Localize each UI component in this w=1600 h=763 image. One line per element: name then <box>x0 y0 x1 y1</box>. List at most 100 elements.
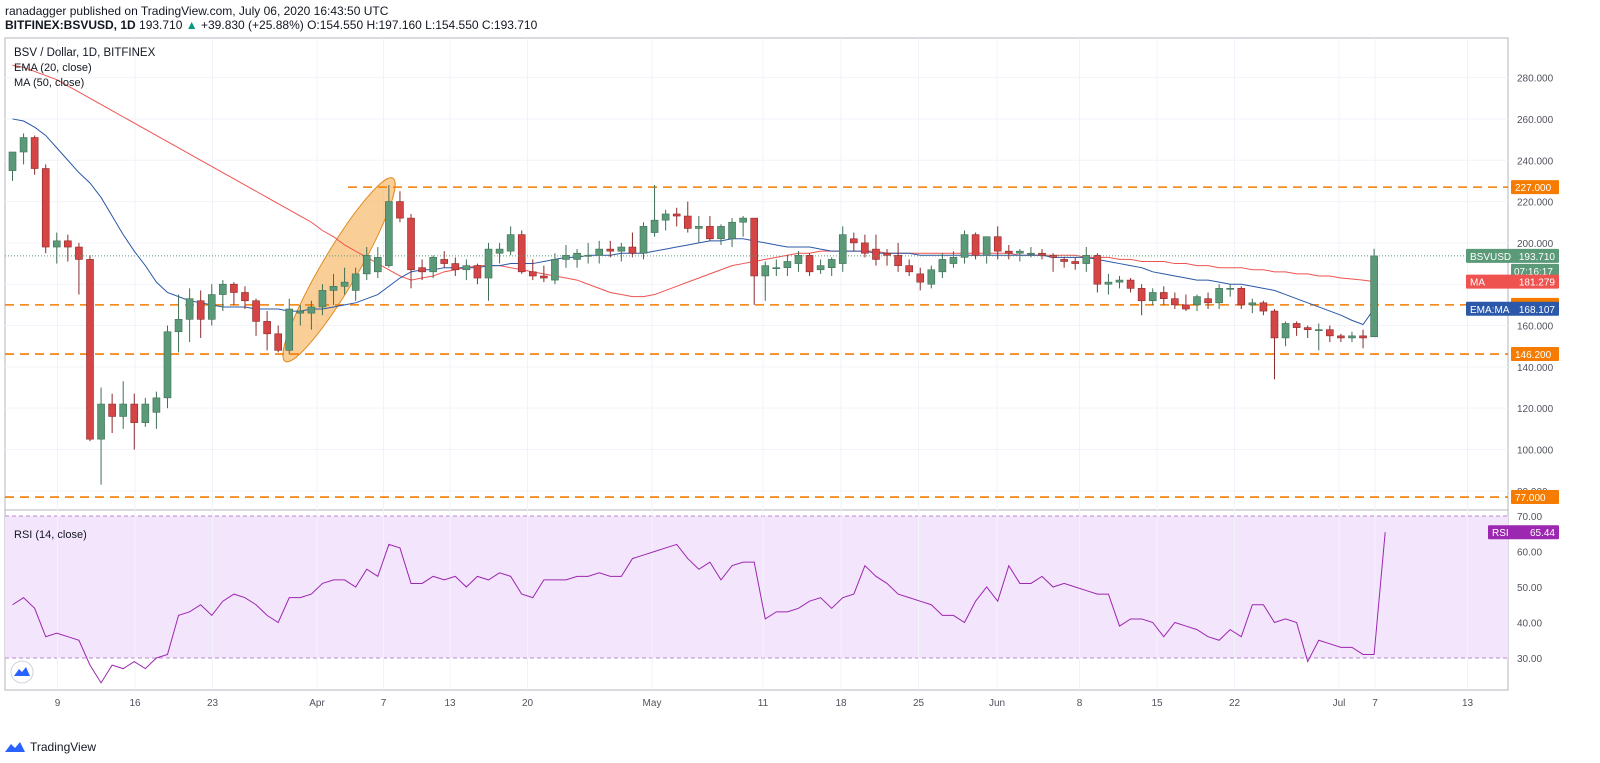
x-tick-label: May <box>643 698 662 709</box>
candle-body <box>805 254 814 273</box>
candle-body <box>883 252 891 256</box>
x-tick-label: 18 <box>835 698 847 709</box>
x-tick-label: 23 <box>207 698 219 709</box>
candle-body <box>318 290 327 308</box>
y-tick-label: 140.000 <box>1517 363 1554 374</box>
y-tick-label: 260.000 <box>1517 115 1554 126</box>
candle-body <box>938 259 947 273</box>
candle-body <box>241 292 249 302</box>
candle-body <box>971 234 980 256</box>
y-tick-label: 120.000 <box>1517 404 1554 415</box>
rsi-tick-label: 50.00 <box>1517 583 1542 594</box>
ohlc-values: O:154.550 H:197.160 L:154.550 C:193.710 <box>307 18 538 32</box>
candle-body <box>1314 329 1323 331</box>
x-tick-label: 8 <box>1077 698 1083 709</box>
candle-body <box>717 226 725 240</box>
x-tick-label: Jun <box>989 698 1005 709</box>
footer-brand: TradingView <box>30 740 97 754</box>
candle-body <box>130 403 139 423</box>
symbol-label: BITFINEX:BSVUSD, 1D <box>5 18 136 32</box>
candle-body <box>960 234 969 258</box>
candle-body <box>894 254 902 266</box>
publish-info: ranadagger published on TradingView.com,… <box>5 4 389 18</box>
candle-body <box>1281 323 1290 339</box>
candle-body <box>219 283 227 295</box>
candle-body <box>484 248 493 279</box>
candle-body <box>429 257 437 273</box>
candle-body <box>595 248 604 256</box>
candle-body <box>905 265 913 273</box>
candle-body <box>872 248 880 260</box>
candle-body <box>639 226 648 254</box>
candle-body <box>8 151 17 171</box>
candle-body <box>263 321 271 335</box>
candle-body <box>451 263 460 271</box>
level-tag <box>1511 180 1559 195</box>
level-label: 227.000 <box>1515 183 1552 194</box>
x-tick-label: 13 <box>444 698 456 709</box>
candle-body <box>1303 327 1312 330</box>
candle-body <box>418 267 426 273</box>
ma50-line <box>12 64 1375 298</box>
candle-body <box>1326 329 1334 337</box>
candle-body <box>551 259 559 281</box>
candle-body <box>1137 288 1146 302</box>
candle-body <box>41 168 50 248</box>
candle-body <box>1159 292 1168 299</box>
change-up-icon: ▲ <box>185 18 198 32</box>
candle-body <box>374 257 382 273</box>
candle-body <box>1292 323 1301 328</box>
price-tag <box>1466 248 1559 263</box>
legend-ema: EMA (20, close) <box>14 62 92 74</box>
candle-body <box>949 257 958 264</box>
candle-body <box>617 246 626 252</box>
x-tick-label: 7 <box>381 698 387 709</box>
candle-body <box>1370 255 1378 338</box>
candle-body <box>185 298 194 320</box>
candle-body <box>861 242 869 254</box>
candle-body <box>385 201 393 266</box>
price-label: BSVUSD <box>1470 252 1511 263</box>
rsi-tick-label: 30.00 <box>1517 654 1542 665</box>
candle-body <box>683 215 692 229</box>
ema-label: EMA:MA <box>1470 305 1510 316</box>
rsi-tick-label: 60.00 <box>1517 548 1542 559</box>
x-tick-label: 20 <box>522 698 534 709</box>
candle-body <box>86 259 94 440</box>
x-tick-label: 11 <box>758 698 769 709</box>
candle-body <box>1038 252 1046 256</box>
candle-body <box>108 403 116 417</box>
candle-body <box>783 261 792 268</box>
candle-body <box>1237 288 1246 306</box>
candle-body <box>927 269 936 285</box>
level-label: 77.000 <box>1515 493 1546 504</box>
candle-body <box>628 246 637 254</box>
x-tick-label: 13 <box>1462 698 1474 709</box>
candle-body <box>64 240 72 248</box>
candle-body <box>163 331 172 399</box>
candle-body <box>1248 302 1257 306</box>
candle-body <box>827 259 836 268</box>
candle-body <box>141 403 150 423</box>
candle-body <box>440 259 449 264</box>
ema-value: 168.107 <box>1519 305 1556 316</box>
tradingview-footer[interactable]: TradingView <box>4 740 96 754</box>
rsi-tick-label: 70.00 <box>1517 512 1542 523</box>
candle-body <box>1060 259 1068 262</box>
ema-tag <box>1466 301 1559 316</box>
y-tick-label: 100.000 <box>1517 446 1554 457</box>
candle-body <box>1104 281 1113 285</box>
candle-body <box>661 213 670 221</box>
candle-body <box>1215 288 1223 304</box>
candle-body <box>573 252 581 260</box>
countdown-label: 07:16:17 <box>1514 267 1553 278</box>
ohlc-header: BITFINEX:BSVUSD, 1D 193.710 ▲ +39.830 (+… <box>5 18 537 32</box>
x-tick-label: 22 <box>1229 698 1241 709</box>
candle-body <box>672 213 681 217</box>
level-tag <box>1511 347 1559 362</box>
candle-body <box>207 294 216 320</box>
candle-body <box>274 333 282 351</box>
level-label: 146.200 <box>1515 350 1552 361</box>
y-tick-label: 280.000 <box>1517 74 1554 85</box>
